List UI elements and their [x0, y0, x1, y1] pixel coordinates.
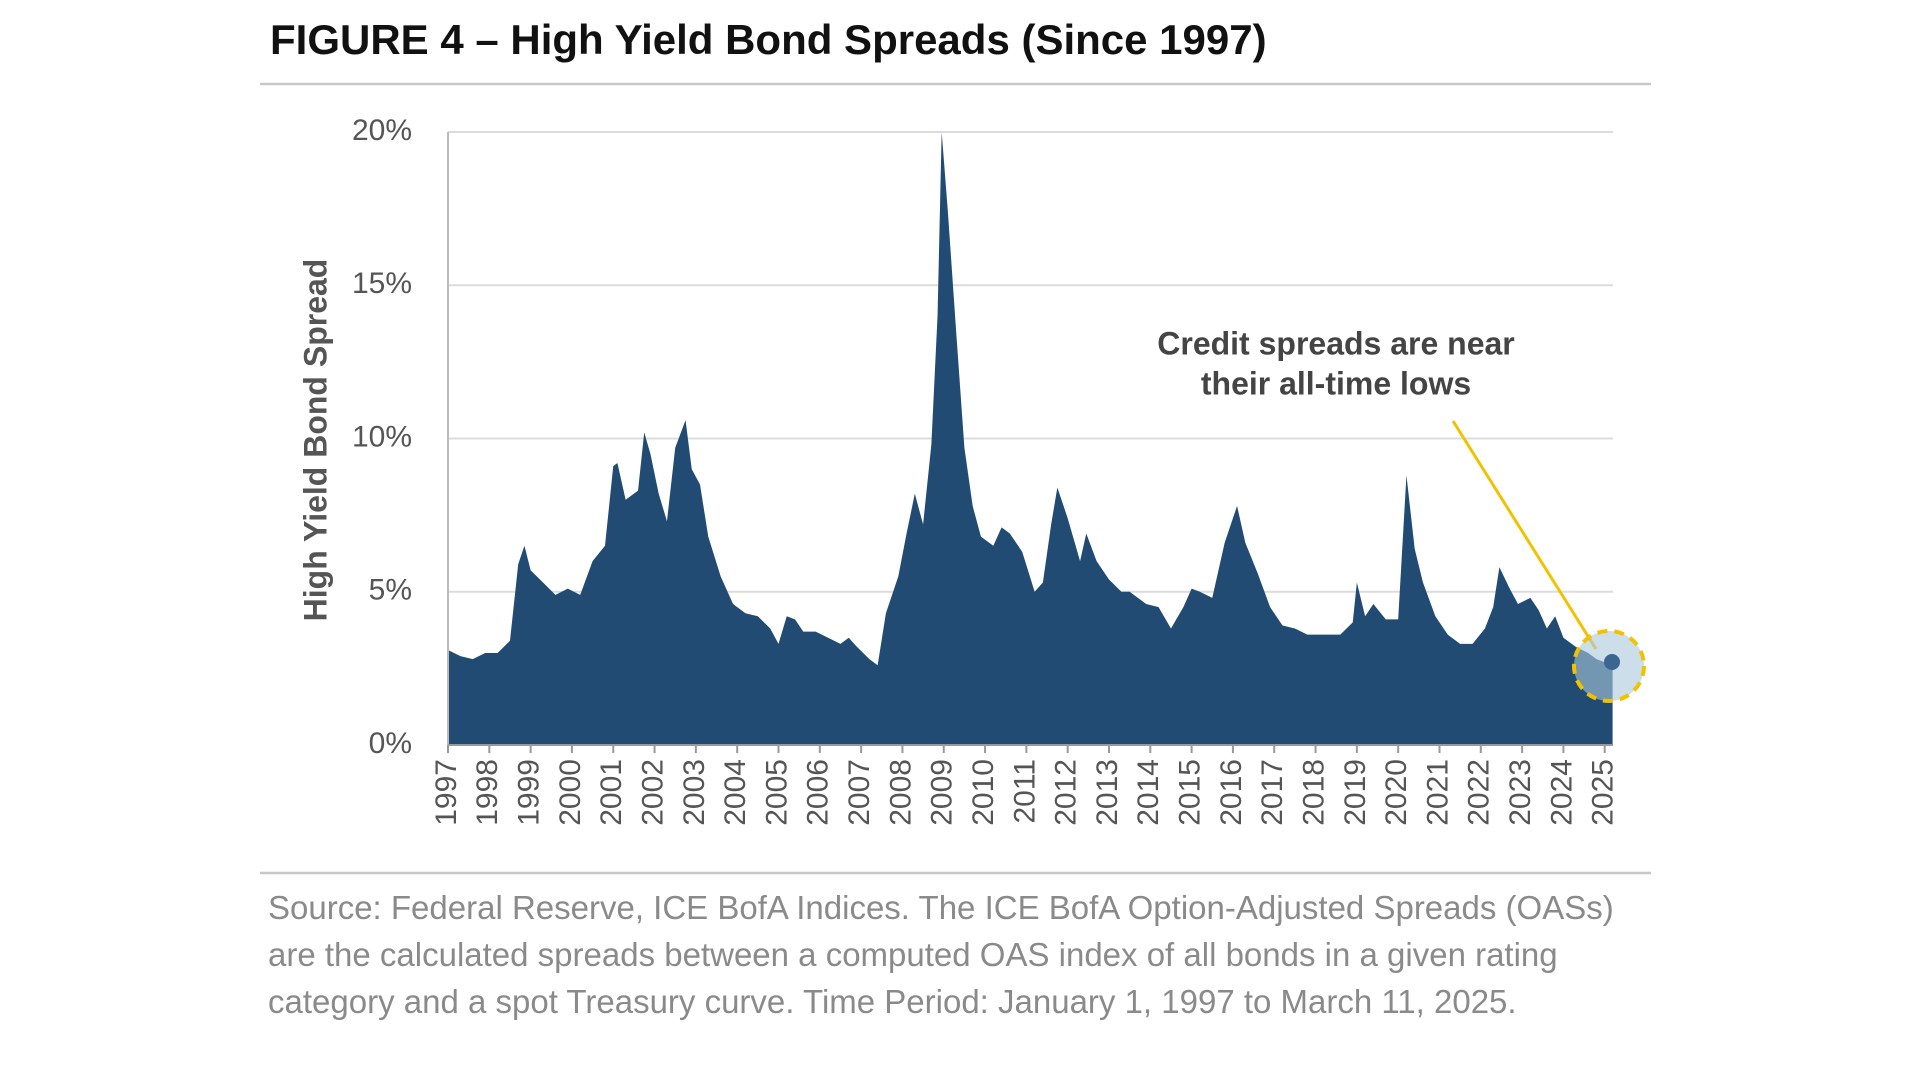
annotation-text: Credit spreads are near [1157, 325, 1515, 361]
x-tick-label: 2001 [595, 759, 628, 826]
y-tick-label: 5% [369, 574, 412, 607]
y-axis-label: High Yield Bond Spread [297, 259, 333, 622]
x-tick-label: 2003 [678, 759, 711, 826]
y-tick-label: 20% [352, 114, 412, 147]
x-tick-label: 2014 [1132, 759, 1165, 826]
x-tick-label: 1998 [471, 759, 504, 826]
x-tick-label: 2004 [719, 759, 752, 826]
x-tick-label: 2021 [1421, 759, 1454, 826]
annotation-arrow [1451, 420, 1598, 650]
x-tick-label: 2010 [967, 759, 1000, 826]
x-tick-label: 2009 [926, 759, 959, 826]
x-tick-label: 2002 [636, 759, 669, 826]
y-tick-label: 0% [369, 727, 412, 760]
x-tick-label: 2018 [1297, 759, 1330, 826]
x-tick-label: 2016 [1215, 759, 1248, 826]
chart-title: FIGURE 4 – High Yield Bond Spreads (Sinc… [270, 16, 1267, 63]
highlight-dot [1604, 654, 1620, 670]
x-tick-label: 2008 [884, 759, 917, 826]
area [448, 132, 1613, 745]
x-tick-label: 2022 [1463, 759, 1496, 826]
x-tick-label: 2007 [843, 759, 876, 826]
x-tick-label: 2012 [1050, 759, 1083, 826]
x-tick-label: 2025 [1587, 759, 1620, 826]
annotation-text: their all-time lows [1201, 365, 1471, 401]
x-tick-label: 2017 [1256, 759, 1289, 826]
x-tick-label: 2000 [554, 759, 587, 826]
source-note: Source: Federal Reserve, ICE BofA Indice… [268, 889, 1614, 1020]
x-tick-label: 2005 [760, 759, 793, 826]
x-tick-label: 2006 [802, 759, 835, 826]
x-tick-label: 2024 [1545, 759, 1578, 826]
x-tick-label: 2023 [1504, 759, 1537, 826]
y-tick-label: 10% [352, 420, 412, 453]
x-tick-label: 2015 [1174, 759, 1207, 826]
y-tick-label: 15% [352, 267, 412, 300]
x-tick-label: 2020 [1380, 759, 1413, 826]
x-tick-label: 1997 [430, 759, 463, 826]
x-tick-label: 2019 [1339, 759, 1372, 826]
x-tick-label: 1999 [513, 759, 546, 826]
x-tick-label: 2011 [1008, 759, 1041, 824]
x-tick-label: 2013 [1091, 759, 1124, 826]
